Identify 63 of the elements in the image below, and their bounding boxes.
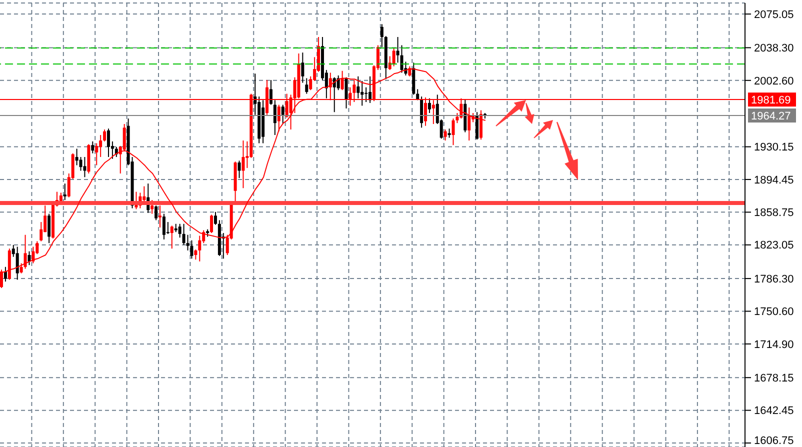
candlestick [428,98,431,114]
candlestick [194,249,198,260]
candlestick [336,74,340,91]
candlestick [238,160,241,179]
ref-line-label: 1964.27 [751,110,791,122]
candlestick [154,205,158,221]
y-tick-label: 2075.05 [754,8,794,21]
candlestick [63,183,66,201]
candlestick [170,225,174,250]
candlestick [332,76,336,113]
candlestick [99,134,102,158]
candlestick [392,47,396,67]
ref-line-label: 1981.69 [751,94,791,106]
candlestick [305,78,308,94]
candlestick [479,110,482,140]
candlestick [103,129,106,142]
candlestick [273,100,276,136]
y-tick-label: 2038.30 [754,42,794,55]
candlestick [158,205,162,228]
y-tick-label: 1823.05 [754,240,794,252]
y-tick-label: 1606.75 [754,434,794,447]
y-tick-label: 1714.90 [754,338,794,351]
candlestick [476,112,479,140]
candlestick [444,129,447,141]
y-tick-label: 1786.30 [754,273,794,286]
y-tick-label: 1750.60 [754,306,794,318]
y-tick-label: 1678.15 [754,372,794,384]
candlestick [301,52,304,84]
candlestick [91,140,94,154]
candlestick [75,148,78,166]
candlestick [420,96,424,128]
candlestick [4,266,7,282]
candlestick [182,223,186,246]
candlestick [162,213,166,240]
candlestick [214,211,217,226]
candlestick [122,124,126,152]
candlestick [364,86,368,103]
candlestick [210,214,214,234]
candlestick [24,234,27,270]
candlestick [269,80,272,106]
candlestick [178,223,182,238]
y-tick-label: 1930.15 [754,142,794,154]
candlestick [16,246,19,280]
y-tick-label: 1858.75 [754,207,794,220]
candlestick [281,104,284,125]
y-tick-label: 1642.45 [754,405,794,418]
y-tick-label: 1894.45 [754,174,794,186]
candlestick [28,250,31,266]
candlestick [277,104,280,132]
candlestick [356,76,360,99]
candlestick [83,156,86,178]
candlestick [198,235,202,262]
candlestick [150,200,154,214]
candlestick [95,142,98,166]
candlestick [48,213,51,244]
candlestick [468,107,471,141]
candlestick [344,76,348,109]
candlestick [448,128,451,138]
candlestick [106,128,110,158]
candlestick [380,24,384,48]
candlestick [242,140,245,189]
candlestick [360,80,364,106]
y-tick-label: 2002.60 [754,75,794,88]
